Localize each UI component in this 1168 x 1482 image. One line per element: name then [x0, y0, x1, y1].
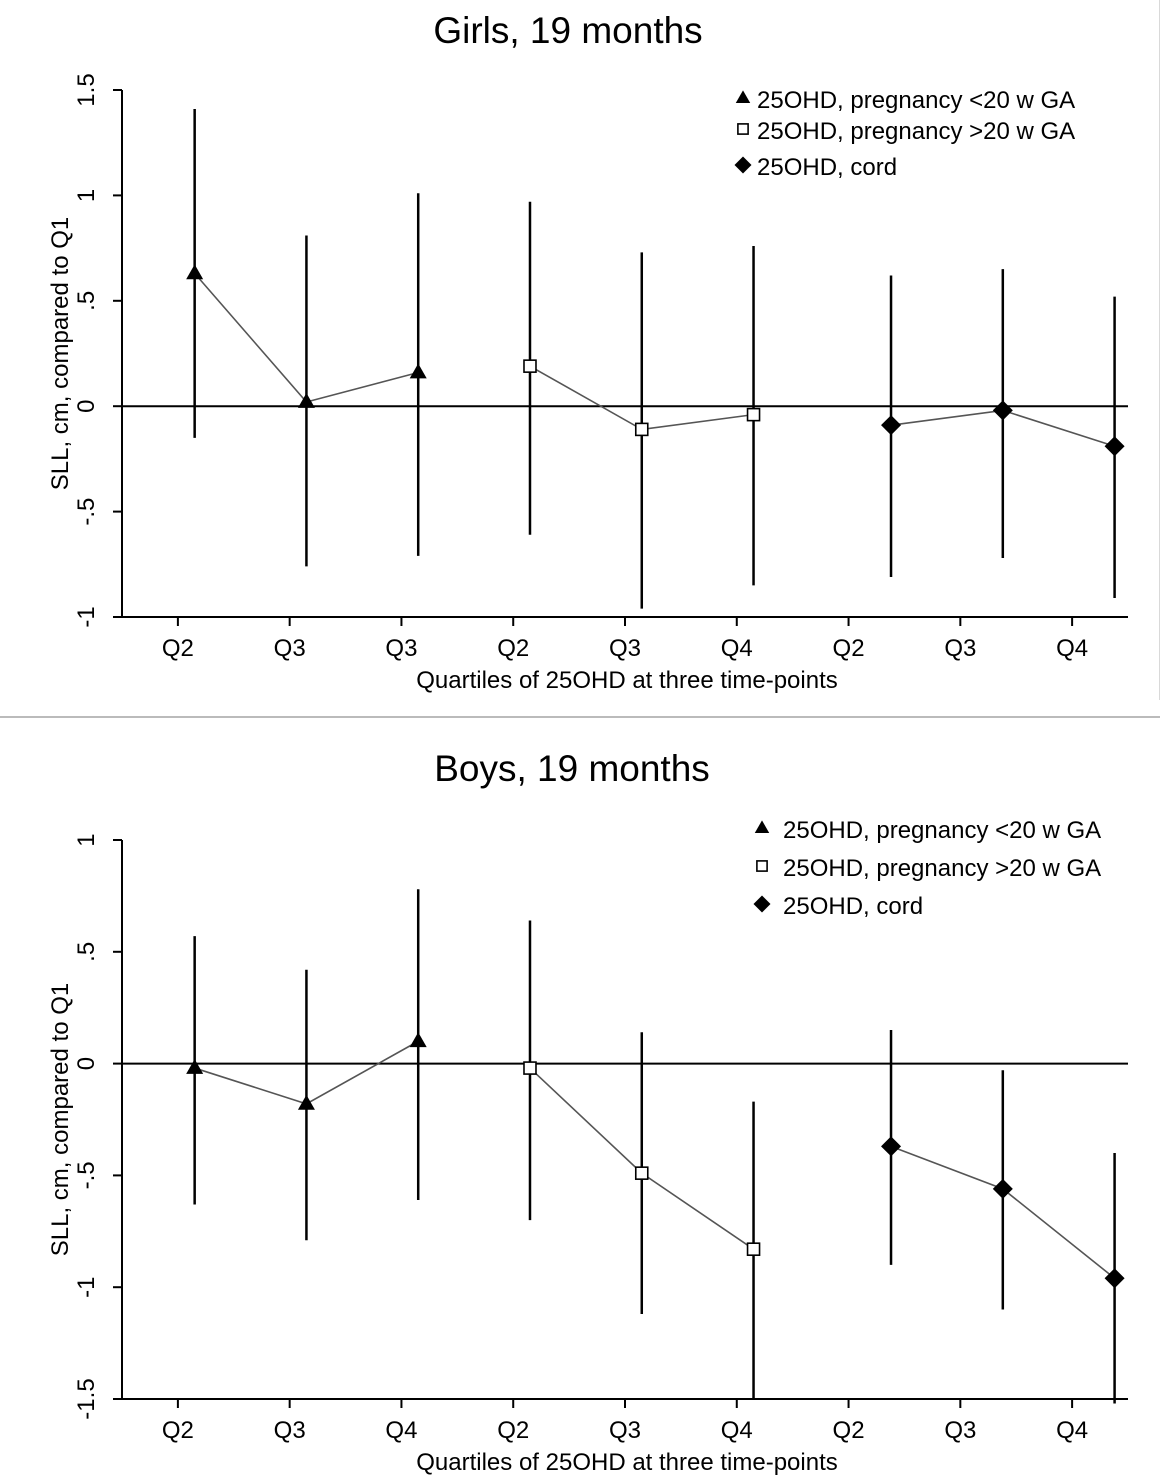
girls-y-tick-label: 1 [73, 189, 100, 202]
girls-legend-label: 25OHD, pregnancy >20 w GA [757, 118, 1075, 145]
boys-x-tick-label: Q4 [721, 1417, 753, 1444]
boys-cord-point [992, 1178, 1013, 1199]
girls-late-pregnancy-point [634, 422, 649, 437]
girls-x-tick-label: Q3 [944, 635, 976, 662]
boys-chart: Boys, 19 months -1.5 -1 -.5 0 .5 1 Q2 Q3 Q4 Q2 Q3 Q4… [47, 748, 1128, 1476]
boys-x-tick-label: Q3 [609, 1417, 641, 1444]
boys-y-tick-label: 1 [73, 833, 100, 846]
boys-early-pregnancy-point [409, 1032, 427, 1048]
boys-late-pregnancy-point [523, 1061, 537, 1075]
boys-y-tick-label: -.5 [73, 1161, 100, 1189]
boys-cord-point [1104, 1268, 1125, 1289]
girls-y-tick-label: .5 [73, 291, 100, 311]
girls-y-tick-label: -.5 [73, 498, 100, 526]
girls-y-tick-label: 1.5 [73, 73, 100, 106]
boys-x-axis-title: Quartiles of 25OHD at three time-points [416, 1449, 838, 1476]
boys-x-tick-label: Q3 [944, 1417, 976, 1444]
girls-legend: 25OHD, pregnancy <20 w GA 25OHD, pregnanc… [734, 87, 1075, 181]
girls-x-tick-label: Q2 [162, 635, 194, 662]
boys-early-pregnancy-point [297, 1094, 315, 1110]
girls-late-pregnancy-point [523, 359, 537, 373]
girls-early-pregnancy-point [297, 392, 315, 408]
boys-y-tick-label: -1.5 [73, 1378, 100, 1419]
girls-chart-title: Girls, 19 months [433, 10, 702, 51]
girls-x-tick-label: Q3 [274, 635, 306, 662]
boys-x-tick-label: Q2 [833, 1417, 865, 1444]
girls-x-tick-label: Q2 [833, 635, 865, 662]
girls-y-tick-label: 0 [73, 400, 100, 413]
girls-chart: Girls, 19 months -1 -.5 0 .5 1 1.5 Q2 Q3 Q3 Q2 Q3 Q4… [47, 10, 1128, 694]
boys-y-tick-label: 0 [73, 1057, 100, 1070]
boys-x-tick-label: Q2 [497, 1417, 529, 1444]
panel-right-edge [1159, 0, 1160, 700]
girls-legend-marker [735, 90, 751, 103]
boys-cord-point [881, 1136, 902, 1157]
boys-x-tick-label: Q3 [274, 1417, 306, 1444]
girls-cord-point [1104, 436, 1125, 457]
boys-late-pregnancy-point [634, 1166, 649, 1180]
boys-legend-marker [756, 860, 768, 872]
boys-legend-label: 25OHD, cord [783, 893, 923, 920]
girls-x-tick-label: Q3 [609, 635, 641, 662]
boys-x-tick-label: Q4 [1056, 1417, 1088, 1444]
boys-y-tick-label: .5 [73, 942, 100, 962]
girls-cord-point [992, 400, 1013, 421]
girls-x-tick-label: Q3 [385, 635, 417, 662]
boys-legend: 25OHD, pregnancy <20 w GA 25OHD, pregnanc… [753, 817, 1101, 920]
boys-legend-marker [754, 820, 770, 833]
girls-y-tick-label: -1 [73, 606, 100, 627]
boys-legend-label: 25OHD, pregnancy <20 w GA [783, 817, 1101, 844]
girls-early-pregnancy-point [409, 363, 427, 379]
girls-legend-marker [737, 123, 749, 135]
boys-x-tick-label: Q2 [162, 1417, 194, 1444]
boys-late-pregnancy-point [746, 1242, 761, 1256]
girls-cord-point [881, 415, 902, 436]
girls-x-tick-label: Q4 [721, 635, 753, 662]
girls-legend-label: 25OHD, pregnancy <20 w GA [757, 87, 1075, 114]
girls-early-pregnancy-point [186, 264, 204, 280]
boys-legend-marker [753, 895, 771, 913]
boys-chart-title: Boys, 19 months [434, 748, 710, 789]
boys-legend-label: 25OHD, pregnancy >20 w GA [783, 855, 1101, 882]
boys-y-tick-label: -1 [73, 1277, 100, 1298]
girls-x-tick-label: Q2 [497, 635, 529, 662]
girls-late-pregnancy-point [746, 407, 761, 422]
boys-early-pregnancy-point [186, 1059, 204, 1074]
girls-legend-label: 25OHD, cord [757, 154, 897, 181]
girls-legend-marker [734, 156, 752, 174]
girls-x-tick-label: Q4 [1056, 635, 1088, 662]
boys-y-axis-title: SLL, cm, compared to Q1 [47, 983, 74, 1256]
panel-divider [0, 716, 1160, 718]
boys-x-tick-label: Q4 [385, 1417, 417, 1444]
girls-x-axis-title: Quartiles of 25OHD at three time-points [416, 667, 838, 694]
girls-y-axis-title: SLL, cm, compared to Q1 [47, 217, 74, 490]
